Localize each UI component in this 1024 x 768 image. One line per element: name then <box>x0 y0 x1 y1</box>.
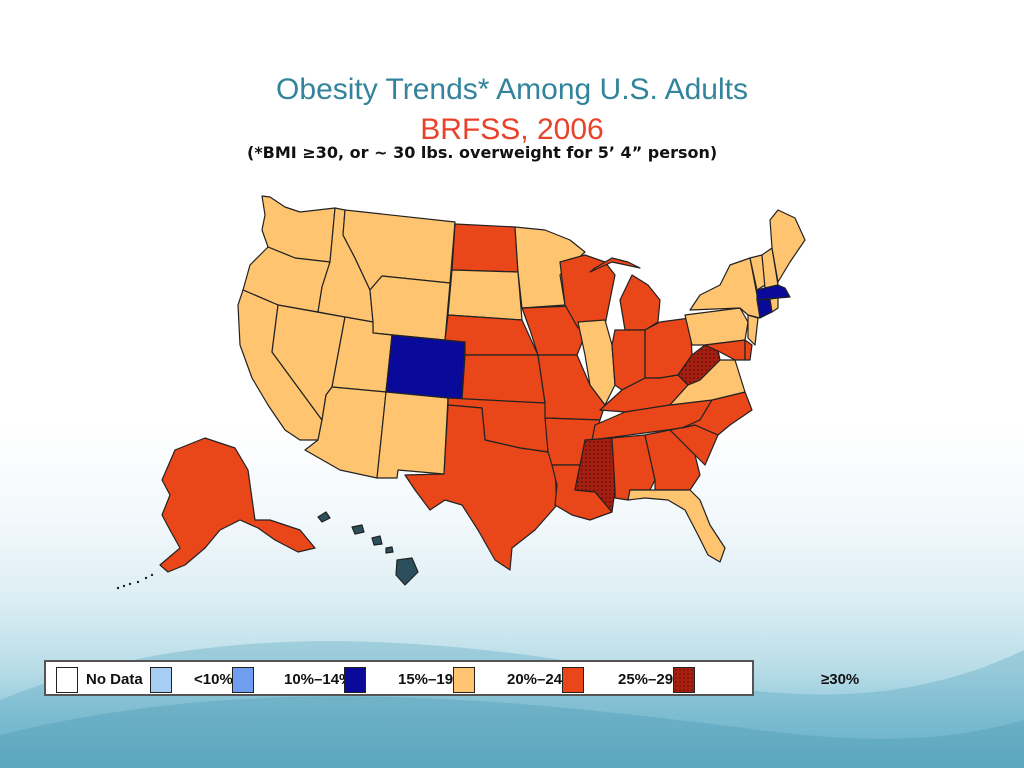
state-ri <box>769 297 779 313</box>
state-nc <box>681 391 753 436</box>
legend-label: No Data <box>86 671 143 688</box>
slide-subtitle: BRFSS, 2006 <box>420 113 604 146</box>
state-nm <box>376 391 449 479</box>
legend-label: 20%–24% <box>507 671 576 688</box>
state-nd <box>451 223 519 273</box>
state-wi <box>559 254 616 329</box>
state-wv-stipple <box>678 345 720 385</box>
state-ny <box>689 257 761 319</box>
legend-label: 25%–29% <box>618 671 687 688</box>
legend-swatch <box>673 667 695 693</box>
state-il <box>577 319 616 406</box>
legend-swatch <box>344 667 366 693</box>
legend-label: ≥30% <box>821 671 860 688</box>
state-co <box>385 334 466 401</box>
state-hi <box>317 511 419 586</box>
legend-label: 15%–19% <box>398 671 467 688</box>
legend-label: <10% <box>194 671 233 688</box>
state-pa <box>684 307 749 346</box>
slide-title: Obesity Trends* Among U.S. Adults <box>276 73 748 106</box>
state-sd <box>447 269 523 321</box>
state-ct <box>756 298 773 319</box>
state-de <box>744 339 753 361</box>
legend-swatch <box>232 667 254 693</box>
legend-swatch <box>562 667 584 693</box>
state-mo <box>537 354 606 421</box>
legend-swatch <box>150 667 172 693</box>
bmi-footnote: (*BMI ≥30, or ~ 30 lbs. overweight for 5… <box>247 143 718 162</box>
aleutian-islands <box>116 573 154 590</box>
state-tx <box>404 404 558 571</box>
state-mn <box>514 226 586 309</box>
legend-swatch <box>56 667 78 693</box>
state-ak <box>159 437 316 573</box>
legend-swatch <box>453 667 475 693</box>
state-ks <box>461 354 546 404</box>
legend-label: 10%–14% <box>284 671 353 688</box>
map-legend: No Data <10% 10%–14% 15%–19% 20%–24% 25%–29% ≥… <box>44 660 859 696</box>
state-wy <box>369 275 451 341</box>
state-ms-stipple <box>575 438 615 512</box>
state-nj <box>747 314 759 346</box>
state-fl <box>627 489 726 563</box>
state-me <box>769 209 806 283</box>
